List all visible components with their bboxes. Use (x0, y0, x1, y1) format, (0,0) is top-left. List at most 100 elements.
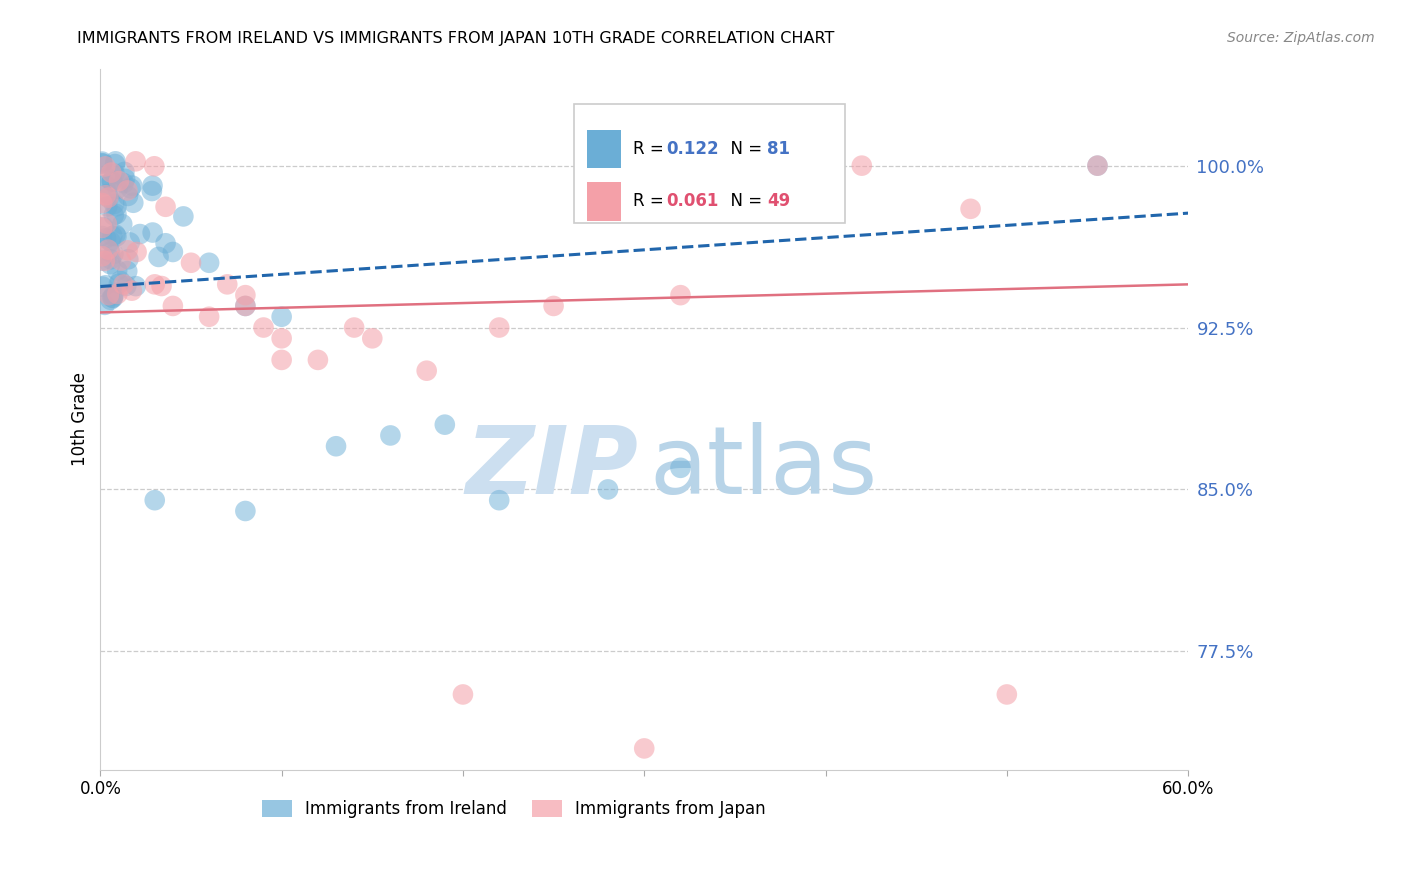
Point (97, 288, 120, 302)
Point (433, 417, 456, 432)
Point (91, 156, 114, 170)
Point (97, 186, 120, 201)
Point (96, 199, 118, 213)
Point (125, 244, 148, 259)
Point (270, 331, 292, 345)
Point (117, 244, 139, 258)
Point (108, 174, 131, 188)
Text: 81: 81 (768, 140, 790, 158)
Point (120, 181, 142, 195)
Point (143, 159, 166, 173)
Point (115, 264, 138, 278)
Point (172, 210, 194, 224)
Point (96, 170, 118, 185)
Point (101, 175, 124, 189)
Point (91, 253, 114, 268)
Point (100, 293, 122, 307)
Point (141, 184, 163, 198)
Point (94, 278, 117, 293)
Point (105, 287, 128, 301)
Point (94, 231, 117, 245)
Point (118, 235, 141, 250)
Text: 0.122: 0.122 (666, 140, 718, 158)
Point (325, 439, 347, 453)
Point (235, 288, 257, 302)
Point (93, 220, 115, 235)
Point (104, 154, 127, 169)
Point (103, 247, 125, 261)
Point (104, 227, 127, 242)
Point (93, 298, 115, 312)
Text: 49: 49 (768, 193, 790, 211)
Point (91, 156, 114, 170)
Point (380, 428, 402, 442)
Text: IMMIGRANTS FROM IRELAND VS IMMIGRANTS FROM JAPAN 10TH GRADE CORRELATION CHART: IMMIGRANTS FROM IRELAND VS IMMIGRANTS FR… (77, 31, 835, 46)
Text: N =: N = (720, 140, 768, 158)
Point (143, 493, 166, 508)
Point (105, 207, 128, 221)
Point (101, 291, 124, 305)
Point (488, 320, 510, 334)
Point (101, 291, 124, 305)
Point (343, 320, 366, 334)
Point (148, 250, 170, 264)
Point (94, 160, 117, 174)
Point (108, 277, 131, 291)
Point (97, 243, 120, 257)
Point (91, 220, 114, 235)
Point (180, 256, 202, 270)
Point (155, 236, 177, 251)
Point (91, 229, 114, 244)
Point (110, 253, 132, 268)
FancyBboxPatch shape (586, 182, 621, 220)
Point (959, 202, 981, 216)
Point (112, 165, 135, 179)
Point (91, 154, 114, 169)
Point (121, 284, 143, 298)
Point (100, 252, 122, 267)
Point (103, 208, 125, 222)
Point (117, 252, 139, 267)
Point (98, 257, 121, 271)
Point (995, 688, 1018, 702)
Point (217, 277, 239, 292)
Point (117, 183, 139, 197)
Point (270, 310, 292, 324)
Point (778, 159, 800, 173)
Point (155, 200, 177, 214)
FancyBboxPatch shape (586, 129, 621, 169)
Point (669, 460, 692, 475)
Point (198, 256, 221, 270)
Text: N =: N = (720, 193, 768, 211)
Text: Source: ZipAtlas.com: Source: ZipAtlas.com (1227, 31, 1375, 45)
Point (851, 159, 873, 173)
Point (105, 199, 128, 213)
Point (112, 277, 135, 292)
Point (198, 310, 221, 324)
FancyBboxPatch shape (574, 103, 845, 223)
Point (235, 299, 257, 313)
Point (110, 274, 132, 288)
Legend: Immigrants from Ireland, Immigrants from Japan: Immigrants from Ireland, Immigrants from… (254, 793, 772, 825)
Text: 0.061: 0.061 (666, 193, 718, 211)
Point (122, 195, 145, 210)
Point (91, 279, 114, 293)
Text: ZIP: ZIP (465, 423, 638, 515)
Point (98, 245, 121, 260)
Point (114, 171, 136, 186)
Point (97, 191, 120, 205)
Point (125, 279, 148, 293)
Point (1087, 159, 1109, 173)
Point (543, 299, 565, 313)
Point (141, 178, 163, 193)
Point (103, 288, 125, 302)
Point (235, 299, 257, 313)
Point (307, 352, 329, 367)
Point (94, 253, 117, 268)
Point (101, 174, 124, 188)
Point (101, 229, 124, 244)
Point (150, 279, 173, 293)
Point (115, 279, 138, 293)
Point (117, 189, 139, 203)
Point (415, 364, 437, 378)
